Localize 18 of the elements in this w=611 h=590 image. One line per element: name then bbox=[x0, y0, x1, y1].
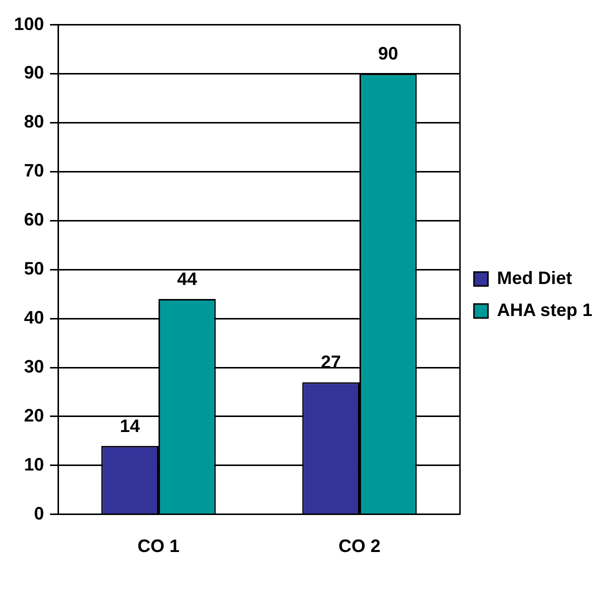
y-tick-label: 60 bbox=[24, 210, 44, 230]
y-tick-label: 70 bbox=[24, 160, 44, 181]
data-label: 44 bbox=[177, 268, 198, 289]
data-label: 14 bbox=[120, 416, 140, 436]
y-tick-label: 20 bbox=[24, 405, 44, 426]
y-tick-label: 100 bbox=[14, 14, 44, 34]
legend-label: Med Diet bbox=[496, 268, 572, 288]
y-tick-label: 30 bbox=[24, 356, 44, 376]
data-label: 90 bbox=[378, 44, 398, 64]
y-tick-label: 10 bbox=[24, 454, 44, 474]
y-tick-label: 40 bbox=[24, 308, 44, 328]
y-tick-label: 0 bbox=[34, 503, 44, 524]
x-tick-label: CO 2 bbox=[338, 536, 380, 556]
y-tick-label: 80 bbox=[24, 112, 44, 132]
y-tick-label: 90 bbox=[24, 62, 44, 83]
legend-label: AHA step 1 bbox=[496, 300, 592, 320]
y-tick-label: 50 bbox=[24, 258, 44, 279]
x-tick-label: CO 1 bbox=[138, 536, 180, 556]
